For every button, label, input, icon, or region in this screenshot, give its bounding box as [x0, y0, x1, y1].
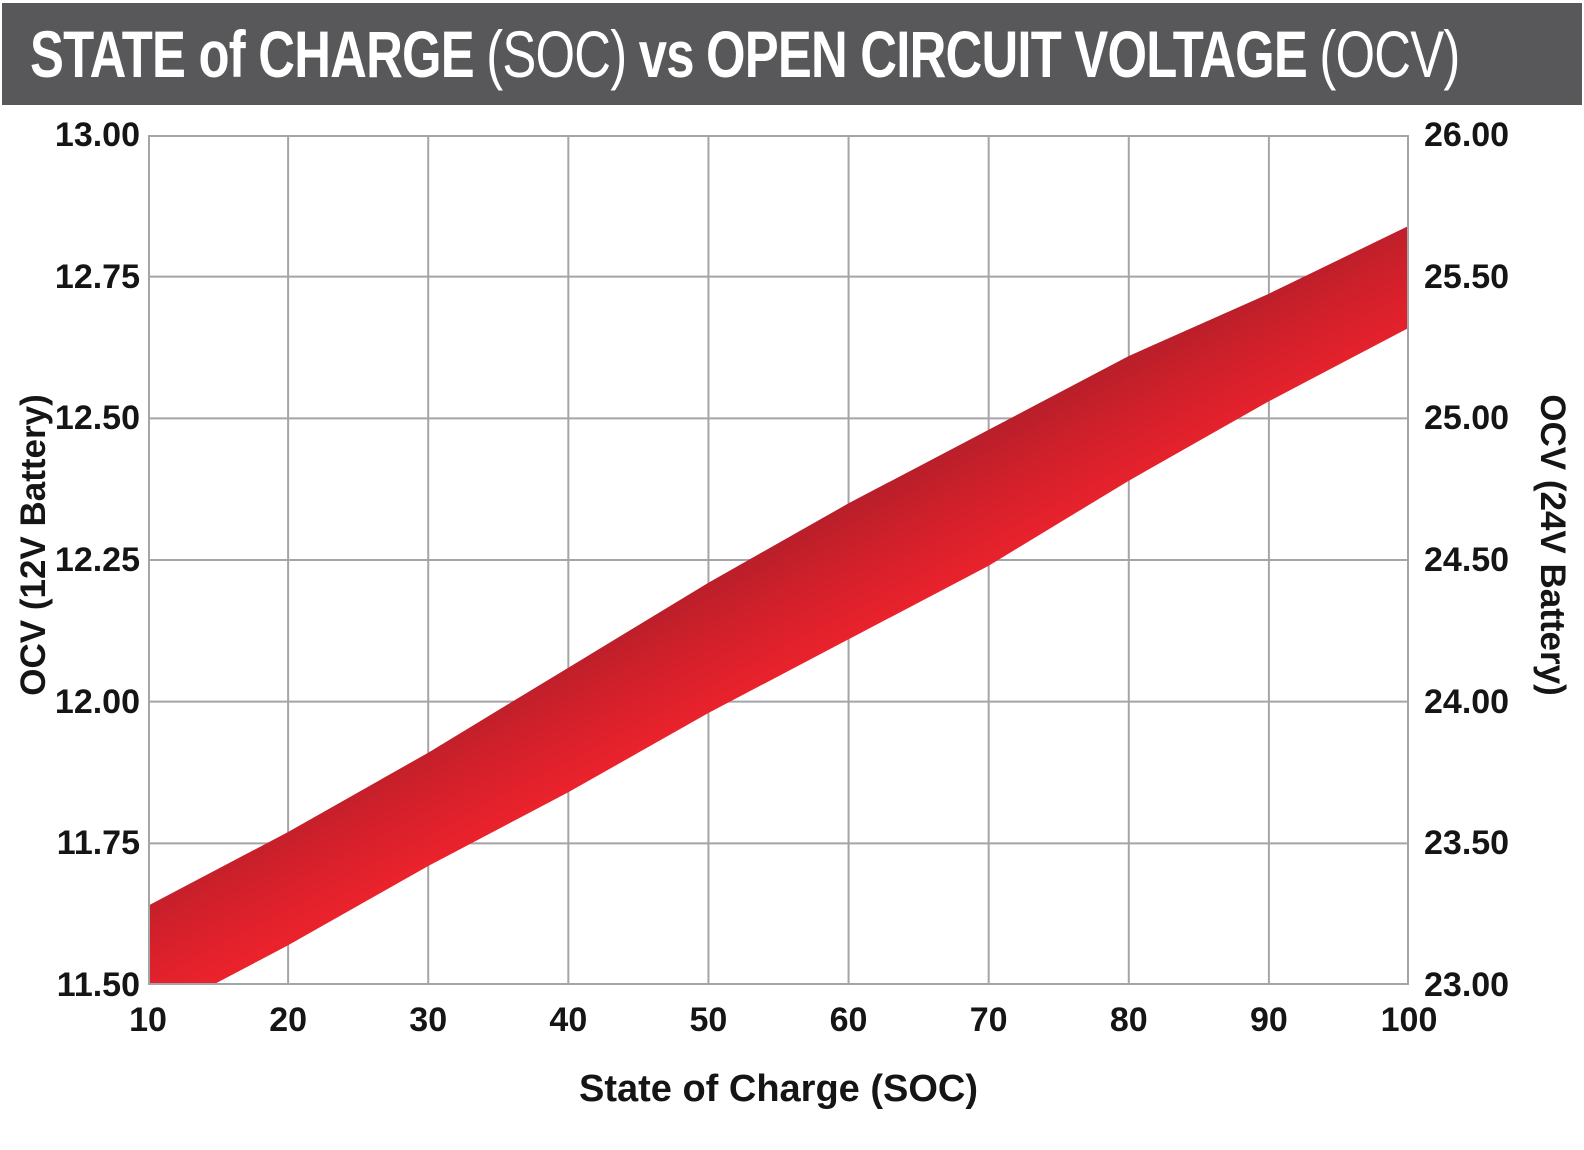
- title-segment-open-circuit-voltage: OPEN CIRCUIT VOLTAGE: [706, 17, 1308, 91]
- x-tick-20: 20: [269, 1001, 308, 1039]
- chart-plot-area: [148, 135, 1409, 985]
- x-tick-90: 90: [1249, 1001, 1288, 1039]
- y-tick-right-24.50: 24.50: [1424, 541, 1510, 579]
- y-tick-right-26.00: 26.00: [1424, 116, 1510, 154]
- x-tick-60: 60: [829, 1001, 868, 1039]
- plot-border: [148, 135, 1409, 985]
- soc-ocv-band: [148, 225, 1409, 985]
- y-tick-left-12.50: 12.50: [54, 399, 140, 438]
- x-tick-70: 70: [969, 1001, 1008, 1039]
- x-axis-title: State of Charge (SOC): [578, 1068, 979, 1110]
- y-tick-right-25.00: 25.00: [1424, 399, 1510, 438]
- y-tick-left-12.25: 12.25: [54, 541, 140, 579]
- y-tick-right-24.00: 24.00: [1424, 682, 1510, 721]
- x-tick-100: 100: [1380, 1001, 1438, 1039]
- title-segment-ocv: (OCV): [1319, 17, 1460, 91]
- title-segment-soc: (SOC): [486, 17, 627, 91]
- y-tick-right-23.00: 23.00: [1424, 966, 1510, 1004]
- y-tick-left-11.75: 11.75: [56, 824, 140, 863]
- y-tick-left-13.00: 13.00: [54, 116, 140, 154]
- x-tick-30: 30: [409, 1001, 448, 1039]
- title-segment-vs: vs: [638, 17, 695, 91]
- x-tick-40: 40: [549, 1001, 588, 1039]
- title-bar: STATE of CHARGE (SOC) vs OPEN CIRCUIT VOLTA…: [2, 3, 1582, 105]
- x-tick-10: 10: [129, 1001, 167, 1039]
- x-tick-50: 50: [689, 1001, 728, 1039]
- y-tick-left-12.00: 12.00: [54, 682, 140, 721]
- y-tick-left-11.50: 11.50: [56, 966, 140, 1004]
- page-title: STATE of CHARGE (SOC) vs OPEN CIRCUIT VOLTA…: [30, 21, 1460, 87]
- y-tick-right-23.50: 23.50: [1424, 824, 1510, 863]
- y-axis-title-right: OCV (24V Battery): [1533, 394, 1572, 696]
- y-tick-left-12.75: 12.75: [54, 257, 140, 296]
- title-segment-state-of-charge: STATE of CHARGE: [30, 17, 475, 91]
- x-tick-80: 80: [1109, 1001, 1148, 1039]
- y-tick-right-25.50: 25.50: [1424, 257, 1510, 296]
- y-axis-title-left: OCV (12V Battery): [14, 394, 53, 696]
